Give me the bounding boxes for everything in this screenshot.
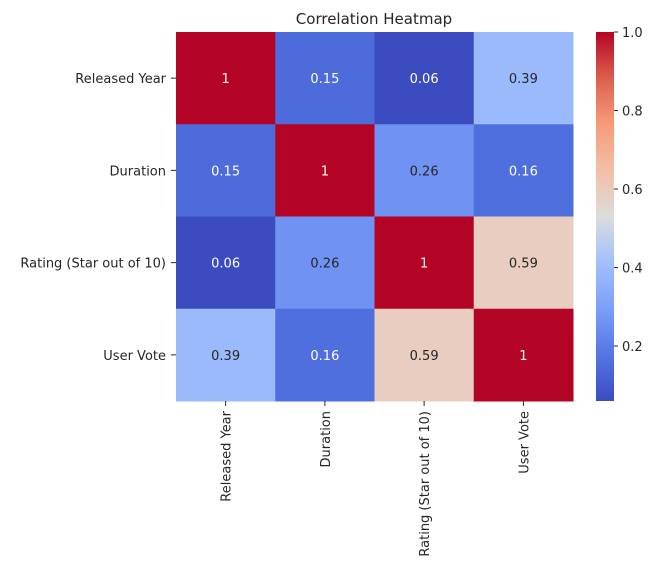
cell-value-label: 0.26 — [410, 164, 439, 179]
cell-value-label: 0.15 — [310, 72, 339, 87]
cell-value-label: 0.15 — [211, 164, 240, 179]
heatmap-cell — [473, 32, 574, 125]
x-axis-tick-labels: Released Year Duration Rating (Star out of… — [220, 401, 532, 557]
heatmap-cell — [473, 124, 574, 217]
heatmap-cell — [176, 216, 276, 310]
heatmap-cell — [473, 308, 574, 402]
cell-value-label: 0.59 — [410, 349, 439, 364]
colorbar: 0.2 0.4 0.6 0.8 1.0 — [596, 26, 643, 401]
x-tick-label: Rating (Star out of 10) — [418, 411, 433, 557]
colorbar-tick-label: 0.4 — [622, 262, 643, 277]
x-tick-label: User Vote — [517, 411, 532, 474]
colorbar-tick-label: 0.2 — [622, 340, 643, 355]
y-tick-label: Duration — [110, 164, 166, 179]
heatmap-cell — [176, 124, 276, 217]
heatmap-cell — [176, 32, 276, 125]
heatmap-cell — [275, 124, 375, 217]
y-tick-label: Rating (Star out of 10) — [20, 257, 166, 272]
cell-value-label: 0.06 — [410, 72, 439, 87]
cell-value-label: 1 — [420, 257, 428, 272]
heatmap-cell — [374, 32, 475, 125]
cell-value-label: 0.16 — [310, 349, 339, 364]
x-tick-label: Duration — [319, 411, 334, 467]
cell-value-label: 0.39 — [509, 72, 538, 87]
cell-value-label: 1 — [519, 349, 527, 364]
y-tick-label: User Vote — [103, 349, 166, 364]
heatmap-cell — [374, 216, 475, 310]
heatmap-cell — [275, 32, 375, 125]
heatmap-cell — [374, 308, 475, 402]
chart-title: Correlation Heatmap — [296, 10, 452, 28]
colorbar-tick-label: 1.0 — [622, 26, 643, 41]
x-tick-label: Released Year — [220, 410, 235, 501]
cell-value-label: 1 — [221, 72, 229, 87]
heatmap-cell — [374, 124, 475, 217]
y-tick-label: Released Year — [75, 72, 166, 87]
heatmap-cell — [275, 216, 375, 310]
colorbar-tick-label: 0.6 — [622, 183, 643, 198]
cell-value-label: 0.06 — [211, 257, 240, 272]
colorbar-gradient — [596, 32, 614, 401]
cell-value-label: 1 — [321, 164, 329, 179]
cell-value-label: 0.26 — [310, 257, 339, 272]
cell-value-label: 0.16 — [509, 164, 538, 179]
colorbar-tick-label: 0.8 — [622, 105, 643, 120]
heatmap-cells: 1 0.15 0.06 0.39 0.15 1 0.26 0.16 0.06 0.26 1 0.59 0… — [176, 32, 574, 402]
heatmap-cell — [176, 308, 276, 402]
heatmap-cell — [473, 216, 574, 310]
y-axis-tick-labels: Released Year Duration Rating (Star out of… — [20, 72, 176, 364]
cell-value-label: 0.59 — [509, 257, 538, 272]
cell-value-label: 0.39 — [211, 349, 240, 364]
heatmap-cell — [275, 308, 375, 402]
